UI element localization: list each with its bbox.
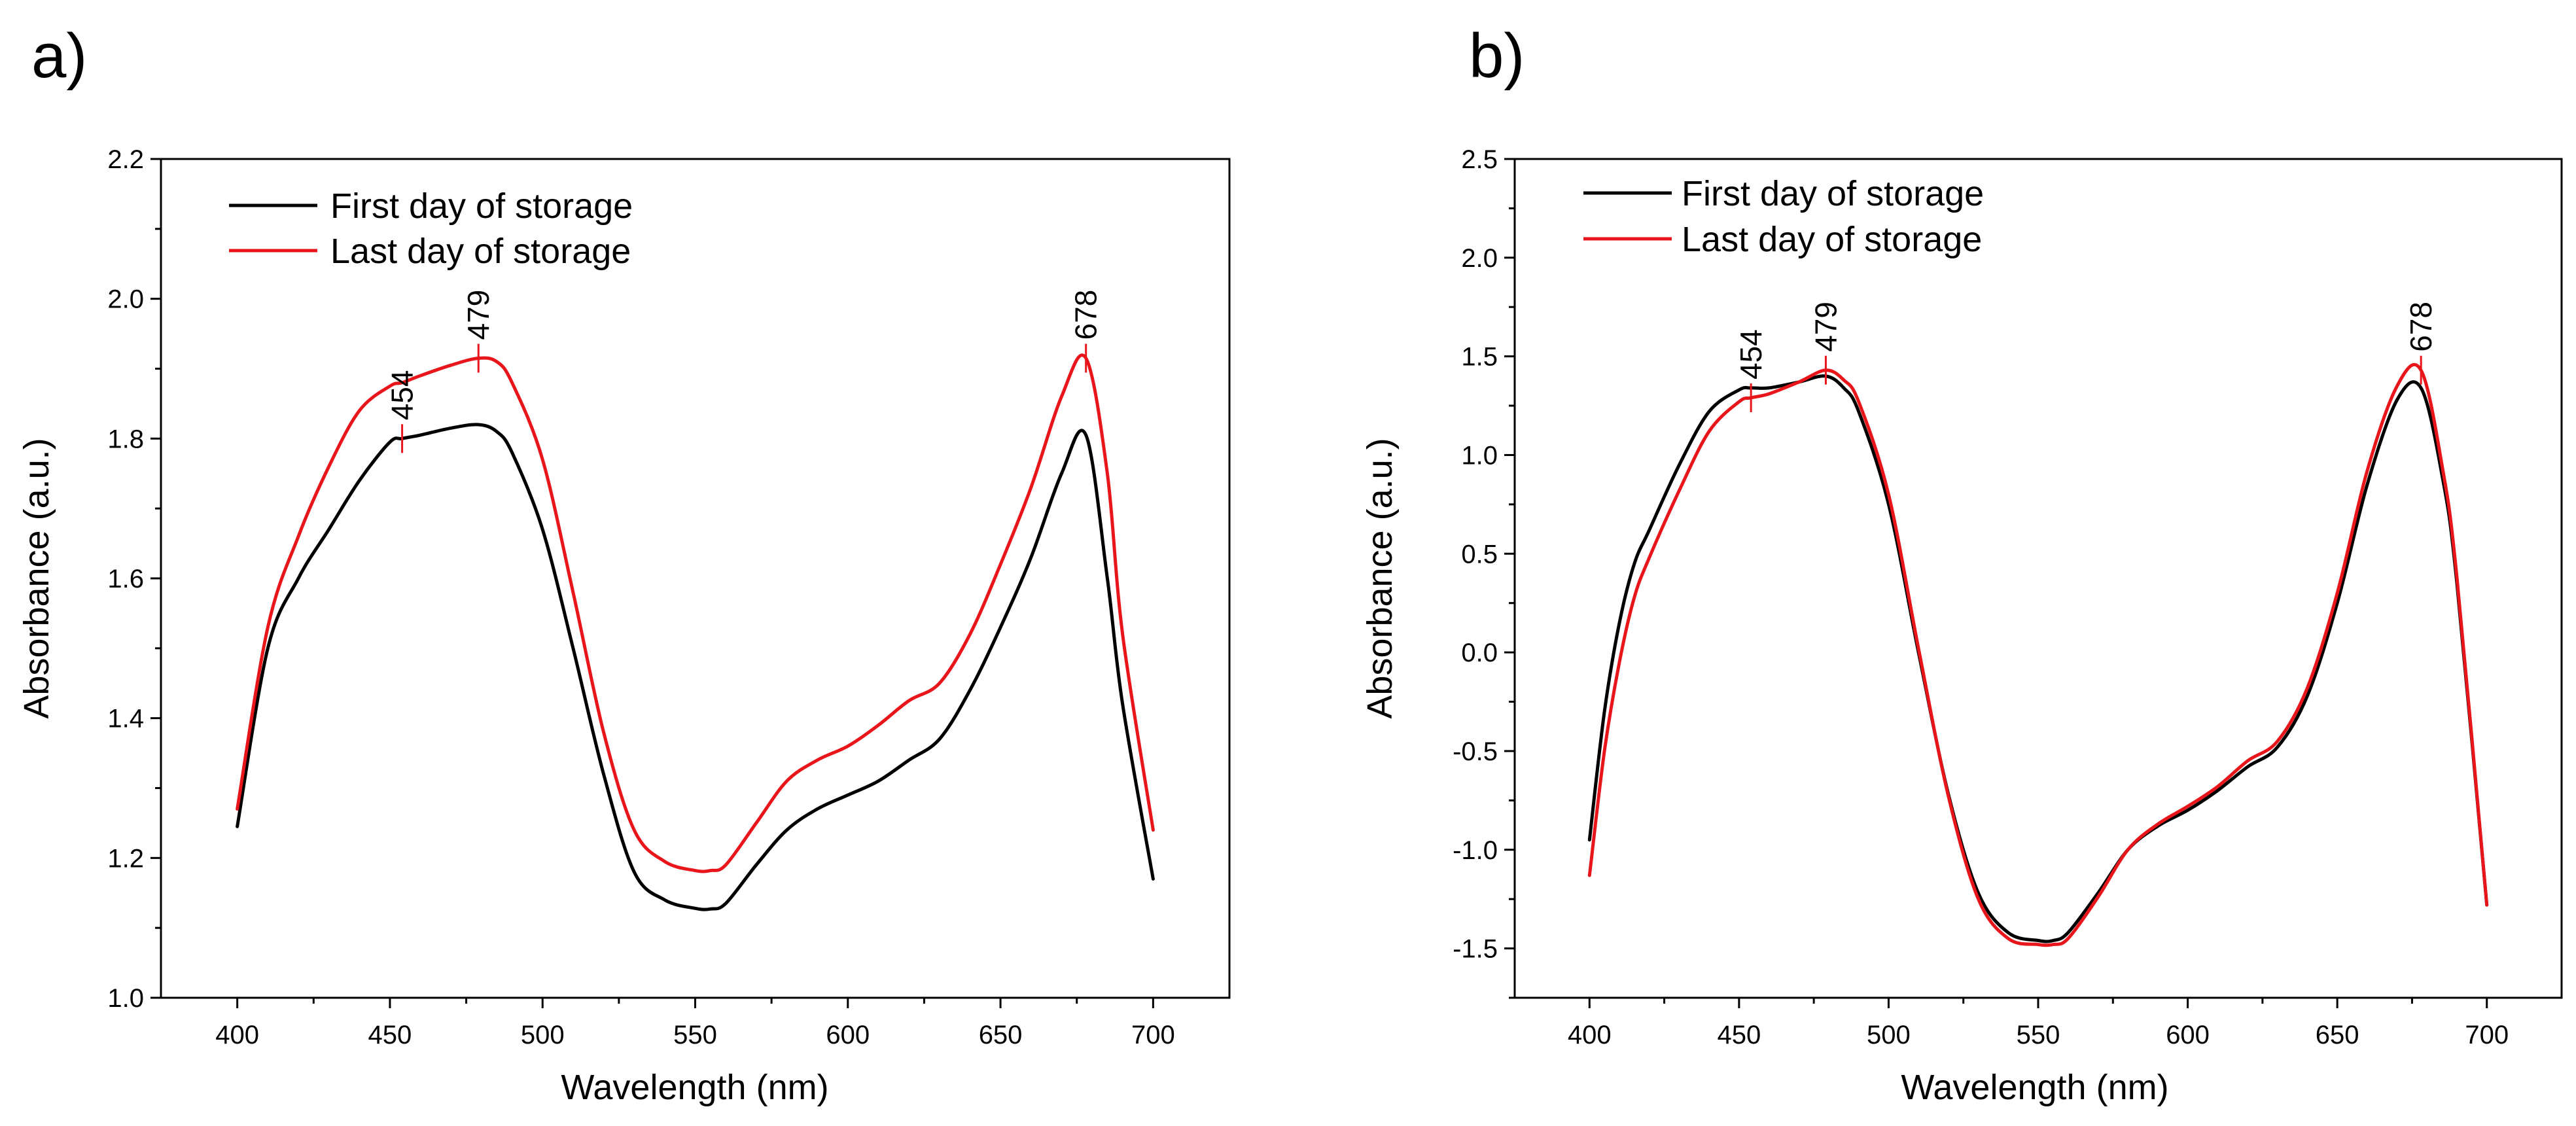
panel-b-x-ticks: 400 450 500 550 600 650 700: [1568, 998, 2509, 1049]
series-line-last-day-of-storage: [236, 353, 1155, 873]
panel-a-legend: First day of storage Last day of storage: [229, 186, 633, 271]
y-tick-label: 0.5: [1461, 540, 1498, 569]
panel-a-y-ticks: 1.0 1.2 1.4 1.6 1.8 2.0 2.2: [107, 145, 161, 1013]
panel-b-annotations: 454 479 678: [1734, 302, 2438, 412]
panel-b-label: b): [1469, 21, 1525, 91]
y-tick-label: 0.0: [1461, 639, 1498, 667]
y-tick-label: 1.6: [107, 565, 144, 593]
series-line-first-day-of-storage: [1587, 374, 2489, 943]
panel-b-legend: First day of storage Last day of storage: [1583, 174, 1984, 259]
peak-label: 678: [1069, 290, 1103, 340]
peak-label: 678: [2404, 302, 2438, 352]
y-tick-label: -0.5: [1453, 737, 1498, 766]
panel-b-plot-frame: [1513, 158, 2563, 999]
series-line-first-day-of-storage: [236, 423, 1155, 911]
panel-a-label: a): [31, 21, 87, 91]
series-line-last-day-of-storage: [1587, 362, 2489, 947]
panel-a-legend-label-first: First day of storage: [330, 186, 633, 226]
y-tick-label: 1.8: [107, 425, 144, 453]
x-tick-label: 600: [826, 1021, 870, 1049]
panel-a-series: [236, 353, 1155, 911]
x-tick-label: 700: [1131, 1021, 1175, 1049]
y-tick-label: 1.4: [107, 705, 144, 733]
panel-b-chart: b) -1.5 -1.0 -0.5 0.0 0.5 1.0 1.5 2.0 2.5 400 450…: [1360, 21, 2563, 1107]
x-tick-label: 500: [521, 1021, 565, 1049]
y-tick-label: 1.0: [1461, 441, 1498, 470]
panel-a-legend-label-last: Last day of storage: [330, 232, 631, 271]
x-tick-label: 650: [2316, 1021, 2359, 1049]
x-tick-label: 550: [2017, 1021, 2060, 1049]
panel-a-chart: a) 1.0 1.2 1.4 1.6 1.8 2.0 2.2 400 450 500 550 600…: [17, 21, 1231, 1107]
x-tick-label: 550: [673, 1021, 717, 1049]
y-tick-label: 1.2: [107, 844, 144, 873]
x-tick-label: 400: [1568, 1021, 1612, 1049]
peak-label: 479: [1808, 302, 1843, 352]
peak-label: 454: [385, 370, 419, 421]
x-tick-label: 400: [215, 1021, 259, 1049]
y-tick-label: 2.0: [1461, 244, 1498, 273]
panel-b-legend-label-last: Last day of storage: [1682, 220, 1982, 259]
panel-a-annotations: 454 479 678: [385, 290, 1103, 453]
panel-b-y-ticks: -1.5 -1.0 -0.5 0.0 0.5 1.0 1.5 2.0 2.5: [1453, 145, 1515, 999]
y-tick-label: -1.5: [1453, 935, 1498, 964]
y-tick-label: 1.0: [107, 984, 144, 1013]
panel-b-legend-label-first: First day of storage: [1682, 174, 1984, 213]
peak-label: 454: [1734, 329, 1768, 379]
x-tick-label: 700: [2465, 1021, 2509, 1049]
y-tick-label: 1.5: [1461, 343, 1498, 372]
panel-b-x-axis-title: Wavelength (nm): [1901, 1068, 2168, 1107]
y-tick-label: 2.2: [107, 145, 144, 174]
y-tick-label: 2.0: [107, 285, 144, 314]
panel-a-x-axis-title: Wavelength (nm): [561, 1068, 828, 1107]
y-tick-label: -1.0: [1453, 836, 1498, 865]
panel-a-x-ticks: 400 450 500 550 600 650 700: [215, 998, 1175, 1049]
panel-b-series: [1587, 362, 2489, 947]
panel-b-y-axis-title: Absorbance (a.u.): [1360, 438, 1400, 718]
x-tick-label: 500: [1867, 1021, 1911, 1049]
x-tick-label: 450: [368, 1021, 412, 1049]
x-tick-label: 650: [979, 1021, 1023, 1049]
x-tick-label: 600: [2166, 1021, 2210, 1049]
peak-label: 479: [461, 290, 495, 340]
panel-a-y-axis-title: Absorbance (a.u.): [17, 438, 56, 718]
y-tick-label: 2.5: [1461, 145, 1498, 174]
x-tick-label: 450: [1717, 1021, 1761, 1049]
